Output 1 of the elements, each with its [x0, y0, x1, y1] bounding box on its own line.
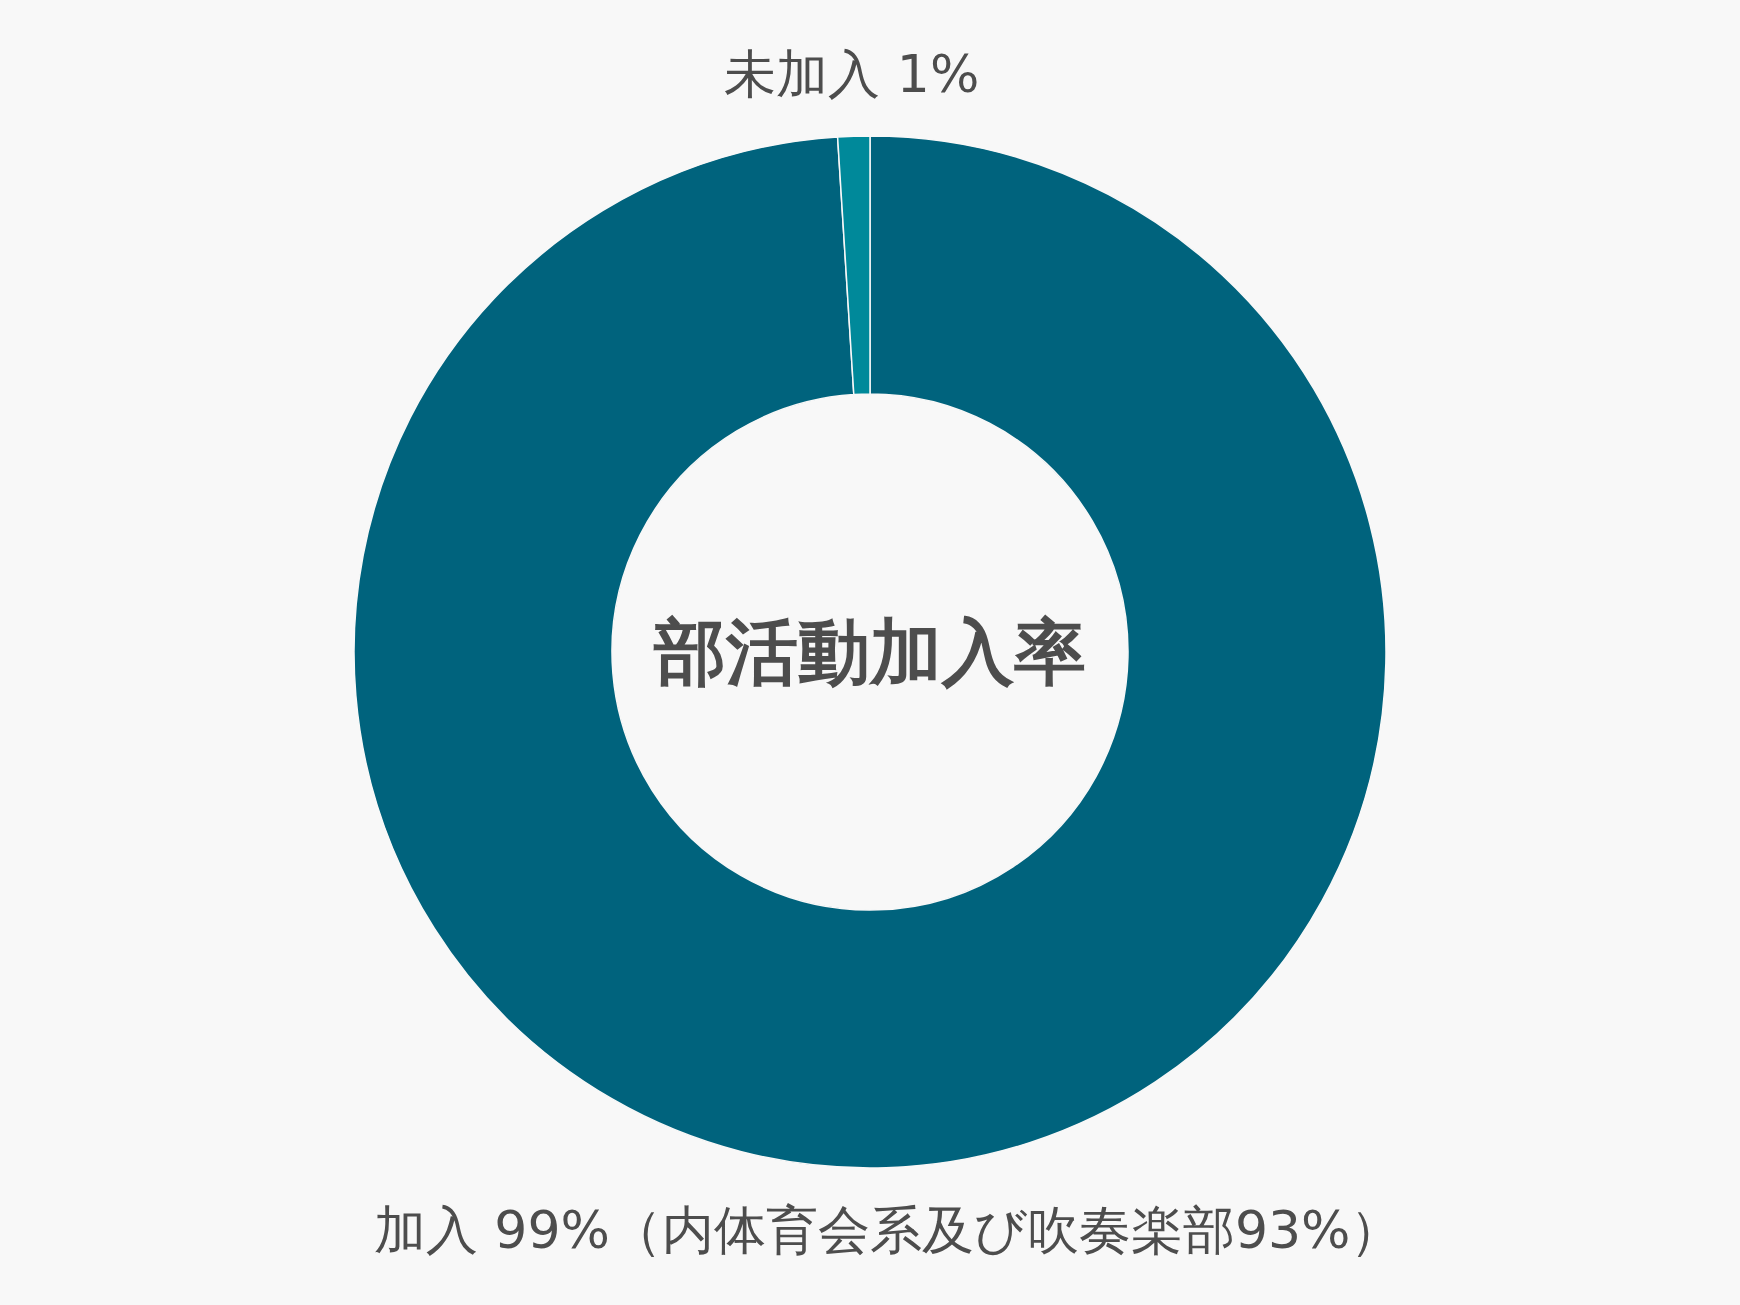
title: 部活動加入率 — [654, 610, 1086, 694]
